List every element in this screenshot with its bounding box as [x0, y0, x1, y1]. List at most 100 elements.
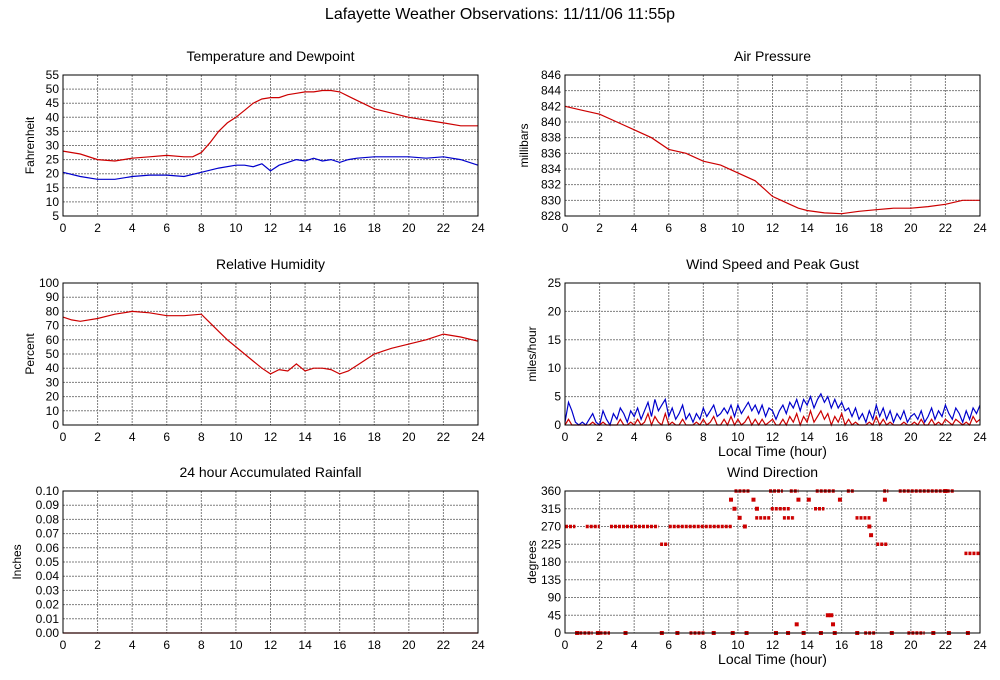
x-tick-label: 16	[333, 430, 347, 444]
x-tick-label: 0	[562, 221, 569, 235]
y-tick-label: 846	[541, 68, 561, 82]
plot-frame	[564, 282, 981, 426]
x-tick-label: 14	[298, 638, 312, 652]
y-tick-label: 180	[541, 555, 561, 569]
x-tick-label: 20	[904, 221, 918, 235]
x-tick-label: 18	[870, 430, 884, 444]
x-tick-label: 24	[471, 221, 485, 235]
direction-point	[837, 497, 842, 502]
x-tick-label: 22	[939, 430, 953, 444]
x-axis-label: Local Time (hour)	[718, 651, 827, 667]
y-tick-label: 5	[52, 209, 59, 223]
x-tick-label: 16	[835, 221, 849, 235]
x-tick-label: 8	[700, 221, 707, 235]
x-tick-label: 12	[766, 430, 780, 444]
y-tick-label: 828	[541, 209, 561, 223]
x-tick-label: 8	[198, 638, 205, 652]
x-tick-label: 24	[973, 430, 987, 444]
x-tick-label: 12	[264, 430, 278, 444]
x-tick-label: 10	[229, 638, 243, 652]
x-tick-label: 16	[333, 221, 347, 235]
direction-point	[737, 515, 742, 520]
x-tick-label: 2	[94, 221, 101, 235]
x-tick-label: 16	[835, 430, 849, 444]
y-tick-label: 135	[541, 573, 561, 587]
y-tick-label: 25	[46, 153, 60, 167]
y-tick-label: 45	[46, 96, 60, 110]
x-tick-label: 22	[437, 638, 451, 652]
x-tick-label: 20	[402, 221, 416, 235]
y-tick-label: 55	[46, 68, 60, 82]
y-tick-label: 35	[46, 124, 60, 138]
y-tick-label: 0.08	[36, 512, 60, 526]
x-tick-label: 18	[870, 638, 884, 652]
x-tick-label: 8	[700, 430, 707, 444]
y-tick-label: 0	[554, 418, 561, 432]
x-axis-label: Local Time (hour)	[718, 443, 827, 459]
y-axis-label: millibars	[517, 123, 531, 167]
x-tick-label: 22	[939, 638, 953, 652]
x-tick-label: 18	[870, 221, 884, 235]
series-line-blue	[564, 392, 981, 427]
plot-frame	[564, 490, 981, 634]
plot-frame	[564, 74, 981, 217]
x-tick-label: 2	[596, 221, 603, 235]
chart-title: Air Pressure	[734, 48, 811, 64]
y-tick-label: 20	[46, 390, 60, 404]
y-tick-label: 5	[554, 390, 561, 404]
x-tick-label: 10	[731, 430, 745, 444]
y-tick-label: 836	[541, 146, 561, 160]
x-tick-label: 12	[264, 638, 278, 652]
y-tick-label: 0.09	[36, 498, 60, 512]
x-tick-label: 20	[904, 638, 918, 652]
y-tick-label: 40	[46, 110, 60, 124]
y-tick-label: 0.03	[36, 583, 60, 597]
x-tick-label: 4	[631, 430, 638, 444]
y-axis-label: Inches	[10, 544, 24, 579]
x-tick-label: 20	[402, 430, 416, 444]
x-tick-label: 0	[60, 221, 67, 235]
y-tick-label: 0.10	[36, 484, 60, 498]
x-tick-label: 2	[596, 638, 603, 652]
x-tick-label: 20	[904, 430, 918, 444]
y-axis-label: Fahrenheit	[23, 116, 37, 174]
y-tick-label: 834	[541, 162, 561, 176]
x-tick-label: 10	[229, 221, 243, 235]
y-tick-label: 0	[52, 418, 59, 432]
x-tick-label: 2	[94, 430, 101, 444]
x-tick-label: 6	[163, 430, 170, 444]
series-line-red	[62, 89, 478, 162]
x-tick-label: 18	[368, 638, 382, 652]
direction-point	[754, 506, 759, 511]
page-title: Lafayette Weather Observations: 11/11/06…	[324, 6, 676, 23]
x-tick-label: 24	[973, 638, 987, 652]
x-tick-label: 14	[298, 221, 312, 235]
y-tick-label: 10	[46, 404, 60, 418]
x-tick-label: 14	[800, 638, 814, 652]
chart-title: Relative Humidity	[216, 256, 325, 272]
y-tick-label: 10	[46, 195, 60, 209]
direction-point	[882, 497, 887, 502]
x-tick-label: 12	[264, 221, 278, 235]
x-tick-label: 16	[835, 638, 849, 652]
y-axis-label: degrees	[525, 540, 539, 583]
x-tick-label: 0	[562, 638, 569, 652]
x-tick-label: 2	[596, 430, 603, 444]
y-tick-label: 0.02	[36, 598, 60, 612]
y-tick-label: 20	[548, 304, 562, 318]
direction-point	[732, 506, 737, 511]
x-tick-label: 24	[471, 430, 485, 444]
x-tick-label: 6	[665, 638, 672, 652]
direction-point	[729, 497, 733, 502]
y-tick-label: 30	[46, 139, 60, 153]
x-tick-label: 4	[129, 221, 136, 235]
x-tick-label: 12	[766, 638, 780, 652]
y-tick-label: 270	[541, 520, 561, 534]
series-line-red	[564, 105, 980, 215]
y-tick-label: 844	[541, 84, 561, 98]
y-tick-label: 20	[46, 167, 60, 181]
x-tick-label: 16	[333, 638, 347, 652]
direction-point	[796, 497, 801, 502]
